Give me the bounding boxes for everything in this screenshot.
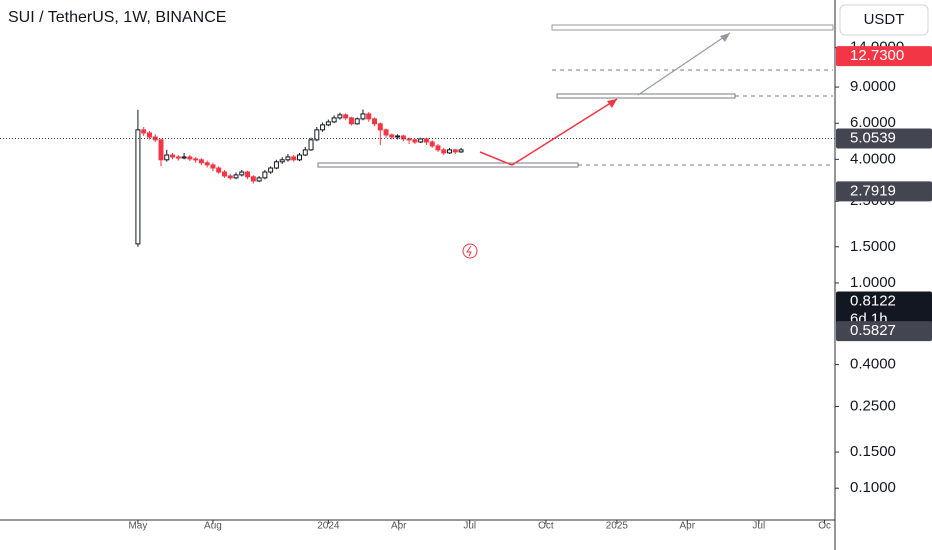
y-tick-label: 0.1000 [850,479,896,496]
price-label-box [836,291,932,330]
candle-body [233,174,239,179]
candle-body [296,154,302,161]
candle-body [262,171,268,179]
candle-body [320,124,326,131]
price-label-box [836,128,932,149]
price-label-box [836,181,932,202]
price-label: 12.7300 [850,47,904,64]
candle-body [412,139,418,143]
candle-body [337,114,343,119]
candle-body [325,121,331,126]
candle-body [343,114,349,119]
candle-body [441,149,447,154]
x-tick-label: Aug [204,521,222,532]
candle-body [198,159,204,164]
candle-body [308,139,314,151]
chart-title: SUI / TetherUS, 1W, BINANCE [8,9,226,26]
candle-body [458,149,464,153]
y-tick-label: 4.0000 [850,150,896,167]
drawings [317,24,834,259]
price-label-box [836,321,932,342]
candle-body [250,176,256,182]
candle-body [389,134,395,138]
candle-body [193,158,199,161]
candle-body [210,164,216,169]
candle-body [354,118,360,125]
candle-body [273,161,279,169]
y-tick-label: 1.0000 [850,274,896,291]
candle-body [452,149,458,153]
candle-body [366,113,372,120]
candle-body [285,156,291,161]
candle-body [302,149,308,156]
candle-body [348,117,354,125]
target-box [551,24,834,31]
candle-body [400,135,406,140]
y-tick-label: 0.1500 [850,443,896,460]
candle-body [331,117,337,123]
projection-arrow [637,32,731,96]
currency-label[interactable]: USDT [864,11,905,28]
candle-body [372,118,378,125]
currency-button[interactable] [839,4,929,36]
candle-body [227,175,233,179]
candle-body [181,156,187,159]
x-tick-label: 2024 [317,521,340,532]
y-tick-label: 6.0000 [850,114,896,131]
price-label: 5.0539 [850,129,896,146]
arrow-head [607,99,617,108]
candle-body [383,129,389,136]
y-tick-label: 1.5000 [850,238,896,255]
candle-body [435,145,441,151]
candle-body [204,162,210,166]
candle-body [187,156,193,160]
price-label: 0.5827 [850,322,896,339]
candle-body [164,154,170,161]
x-tick-label: Apr [679,521,695,532]
x-tick-label: Apr [391,521,407,532]
candle-body [429,141,435,147]
x-tick-label: 2025 [606,521,629,532]
candle-body [146,132,152,138]
candle-body [221,171,227,177]
x-tick-label: Oc [818,521,831,532]
candle-body [377,123,383,131]
x-tick-label: May [128,521,147,532]
price-label: 2.7919 [850,182,896,199]
candle-body [135,129,141,245]
projection-arrow [479,98,618,166]
candle-body [291,156,297,161]
x-tick-label: Jul [463,521,476,532]
candle-body [256,177,262,182]
arrow-head [720,33,730,42]
event-icon-bolt [466,245,472,257]
price-label-box [836,46,932,67]
candle-body [239,171,245,176]
candle-body [395,135,401,138]
candle-body [141,129,147,134]
candle-body [360,113,366,120]
candle-body [418,138,424,143]
price-label: 0.8122 [850,292,896,309]
candle-body [314,129,320,141]
candle-body [268,167,274,173]
candle-body [447,149,453,154]
candle-body [216,167,222,173]
candle-body [423,138,429,143]
y-tick-label: 0.2500 [850,397,896,414]
candle-body [170,154,176,158]
candle-body [175,156,181,159]
candle-body [406,138,412,141]
x-tick-label: Oct [538,521,554,532]
candle-body [158,139,164,161]
y-tick-label: 9.0000 [850,78,896,95]
candle-body [245,171,251,178]
y-tick-label: 0.4000 [850,356,896,373]
x-tick-label: Jul [752,521,765,532]
event-icon[interactable] [462,243,478,259]
candle-body [279,159,285,163]
